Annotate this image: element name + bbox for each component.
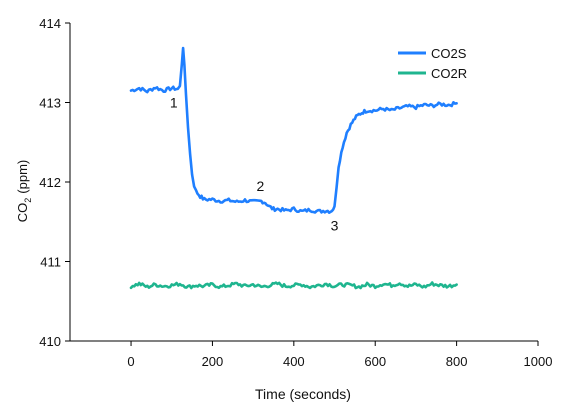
y-tick-label: 414 [39, 16, 61, 31]
legend-label-co2r: CO2R [431, 66, 467, 81]
x-tick-label: 1000 [524, 354, 553, 369]
x-tick-label: 400 [283, 354, 305, 369]
y-tick-label: 412 [39, 175, 61, 190]
x-axis-title: Time (seconds) [255, 386, 351, 402]
annotations: 1 2 3 [170, 95, 339, 234]
y-axis-title-subscript: 2 [23, 198, 33, 203]
annotation-label: 3 [331, 218, 339, 234]
annotation-label: 2 [257, 178, 265, 194]
legend: CO2S CO2R [398, 46, 467, 81]
y-tick-label: 410 [39, 334, 61, 349]
axes [69, 23, 538, 342]
x-tick-label: 600 [364, 354, 386, 369]
series-layer [129, 46, 458, 290]
y-axis-title-main: CO [15, 203, 30, 223]
x-tick-label: 800 [446, 354, 468, 369]
y-tick-label: 413 [39, 96, 61, 111]
series-line-co2r [129, 281, 458, 290]
series-line-co2s [129, 46, 458, 214]
x-axis-ticks: 0 200 400 600 800 1000 [127, 341, 552, 369]
legend-label-co2s: CO2S [431, 46, 467, 61]
y-axis-title-unit: (ppm) [15, 160, 30, 194]
y-axis-title: CO2 (ppm) [15, 160, 33, 222]
x-tick-label: 200 [202, 354, 224, 369]
x-tick-label: 0 [127, 354, 134, 369]
y-tick-label: 411 [40, 255, 61, 270]
y-axis-ticks: 410 411 412 413 414 [39, 16, 70, 349]
annotation-label: 1 [170, 95, 178, 111]
